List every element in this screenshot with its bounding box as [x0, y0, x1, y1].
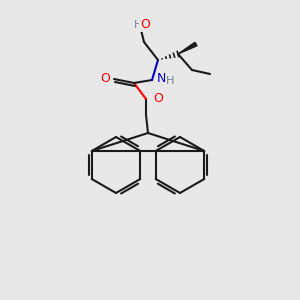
Polygon shape — [178, 42, 197, 54]
Text: O: O — [140, 19, 150, 32]
Text: O: O — [100, 71, 110, 85]
Text: H: H — [134, 20, 142, 30]
Text: O: O — [153, 92, 163, 106]
Text: H: H — [166, 76, 174, 86]
Text: N: N — [157, 73, 166, 85]
